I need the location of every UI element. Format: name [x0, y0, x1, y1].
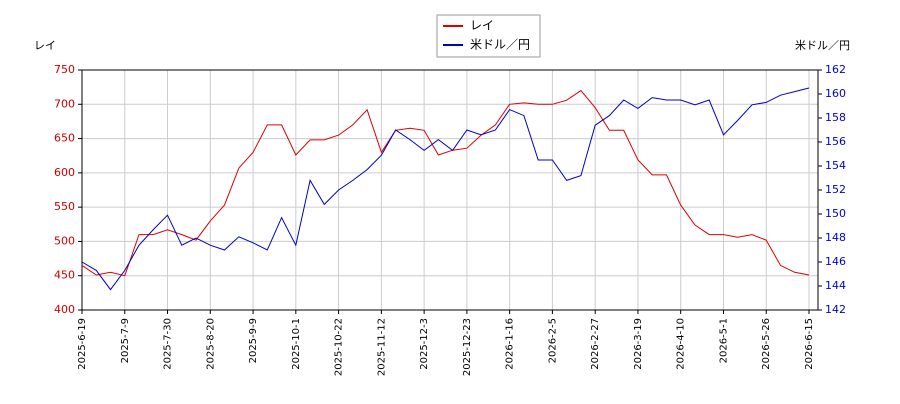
y2-tick-label: 162 — [825, 63, 846, 76]
legend-label: レイ — [470, 19, 494, 33]
x-tick-label: 2026-2-5 — [547, 318, 558, 363]
line-series — [81, 87, 810, 291]
y2-tick-label: 146 — [825, 255, 846, 268]
x-tick-label: 2026-3-19 — [633, 318, 644, 370]
y2-tick-label: 156 — [825, 135, 846, 148]
x-tick-label: 2025-7-30 — [163, 318, 174, 370]
y2-tick-label: 150 — [825, 207, 846, 220]
legend-box — [436, 14, 541, 58]
x-tick-label: 2025-12-23 — [462, 318, 473, 376]
x-tick-label: 2026-4-10 — [676, 318, 687, 370]
y2-tick-label: 148 — [825, 231, 846, 244]
y2-tick-label: 144 — [825, 279, 846, 292]
y2-tick-label: 160 — [825, 87, 846, 100]
y2-tick-label: 142 — [825, 303, 846, 316]
x-tick-label: 2025-11-12 — [376, 318, 387, 376]
y-axis-title: レイ — [34, 39, 56, 52]
line-series — [81, 89, 810, 277]
x-tick-label: 2025-10-22 — [334, 318, 345, 376]
y-tick-label: 400 — [54, 303, 75, 316]
x-tick-label: 2025-7-9 — [120, 318, 131, 363]
x-tick-label: 2026-2-27 — [590, 318, 601, 370]
y2-tick-label: 152 — [825, 183, 846, 196]
y-tick-label: 500 — [54, 234, 75, 247]
legend-label: 米ドル／円 — [470, 38, 530, 52]
plot-frame — [81, 69, 819, 311]
x-tick-label: 2025-12-3 — [419, 318, 430, 370]
y-tick-label: 650 — [54, 132, 75, 145]
x-tick-label: 2026-6-15 — [804, 318, 815, 370]
y-tick-label: 600 — [54, 166, 75, 179]
y2-axis-title: 米ドル／円 — [795, 39, 850, 52]
x-tick-label: 2026-5-1 — [718, 318, 729, 363]
y2-tick-label: 154 — [825, 159, 846, 172]
x-tick-label: 2025-6-19 — [77, 318, 88, 370]
x-tick-label: 2025-10-1 — [291, 318, 302, 370]
y-tick-label: 450 — [54, 269, 75, 282]
x-tick-label: 2025-8-20 — [205, 318, 216, 370]
y2-tick-label: 158 — [825, 111, 846, 124]
y-tick-label: 550 — [54, 200, 75, 213]
x-tick-label: 2026-1-16 — [505, 318, 516, 370]
x-tick-label: 2026-5-26 — [761, 318, 772, 370]
x-tick-label: 2025-9-9 — [248, 318, 259, 363]
y-tick-label: 750 — [54, 63, 75, 76]
y-tick-label: 700 — [54, 97, 75, 110]
